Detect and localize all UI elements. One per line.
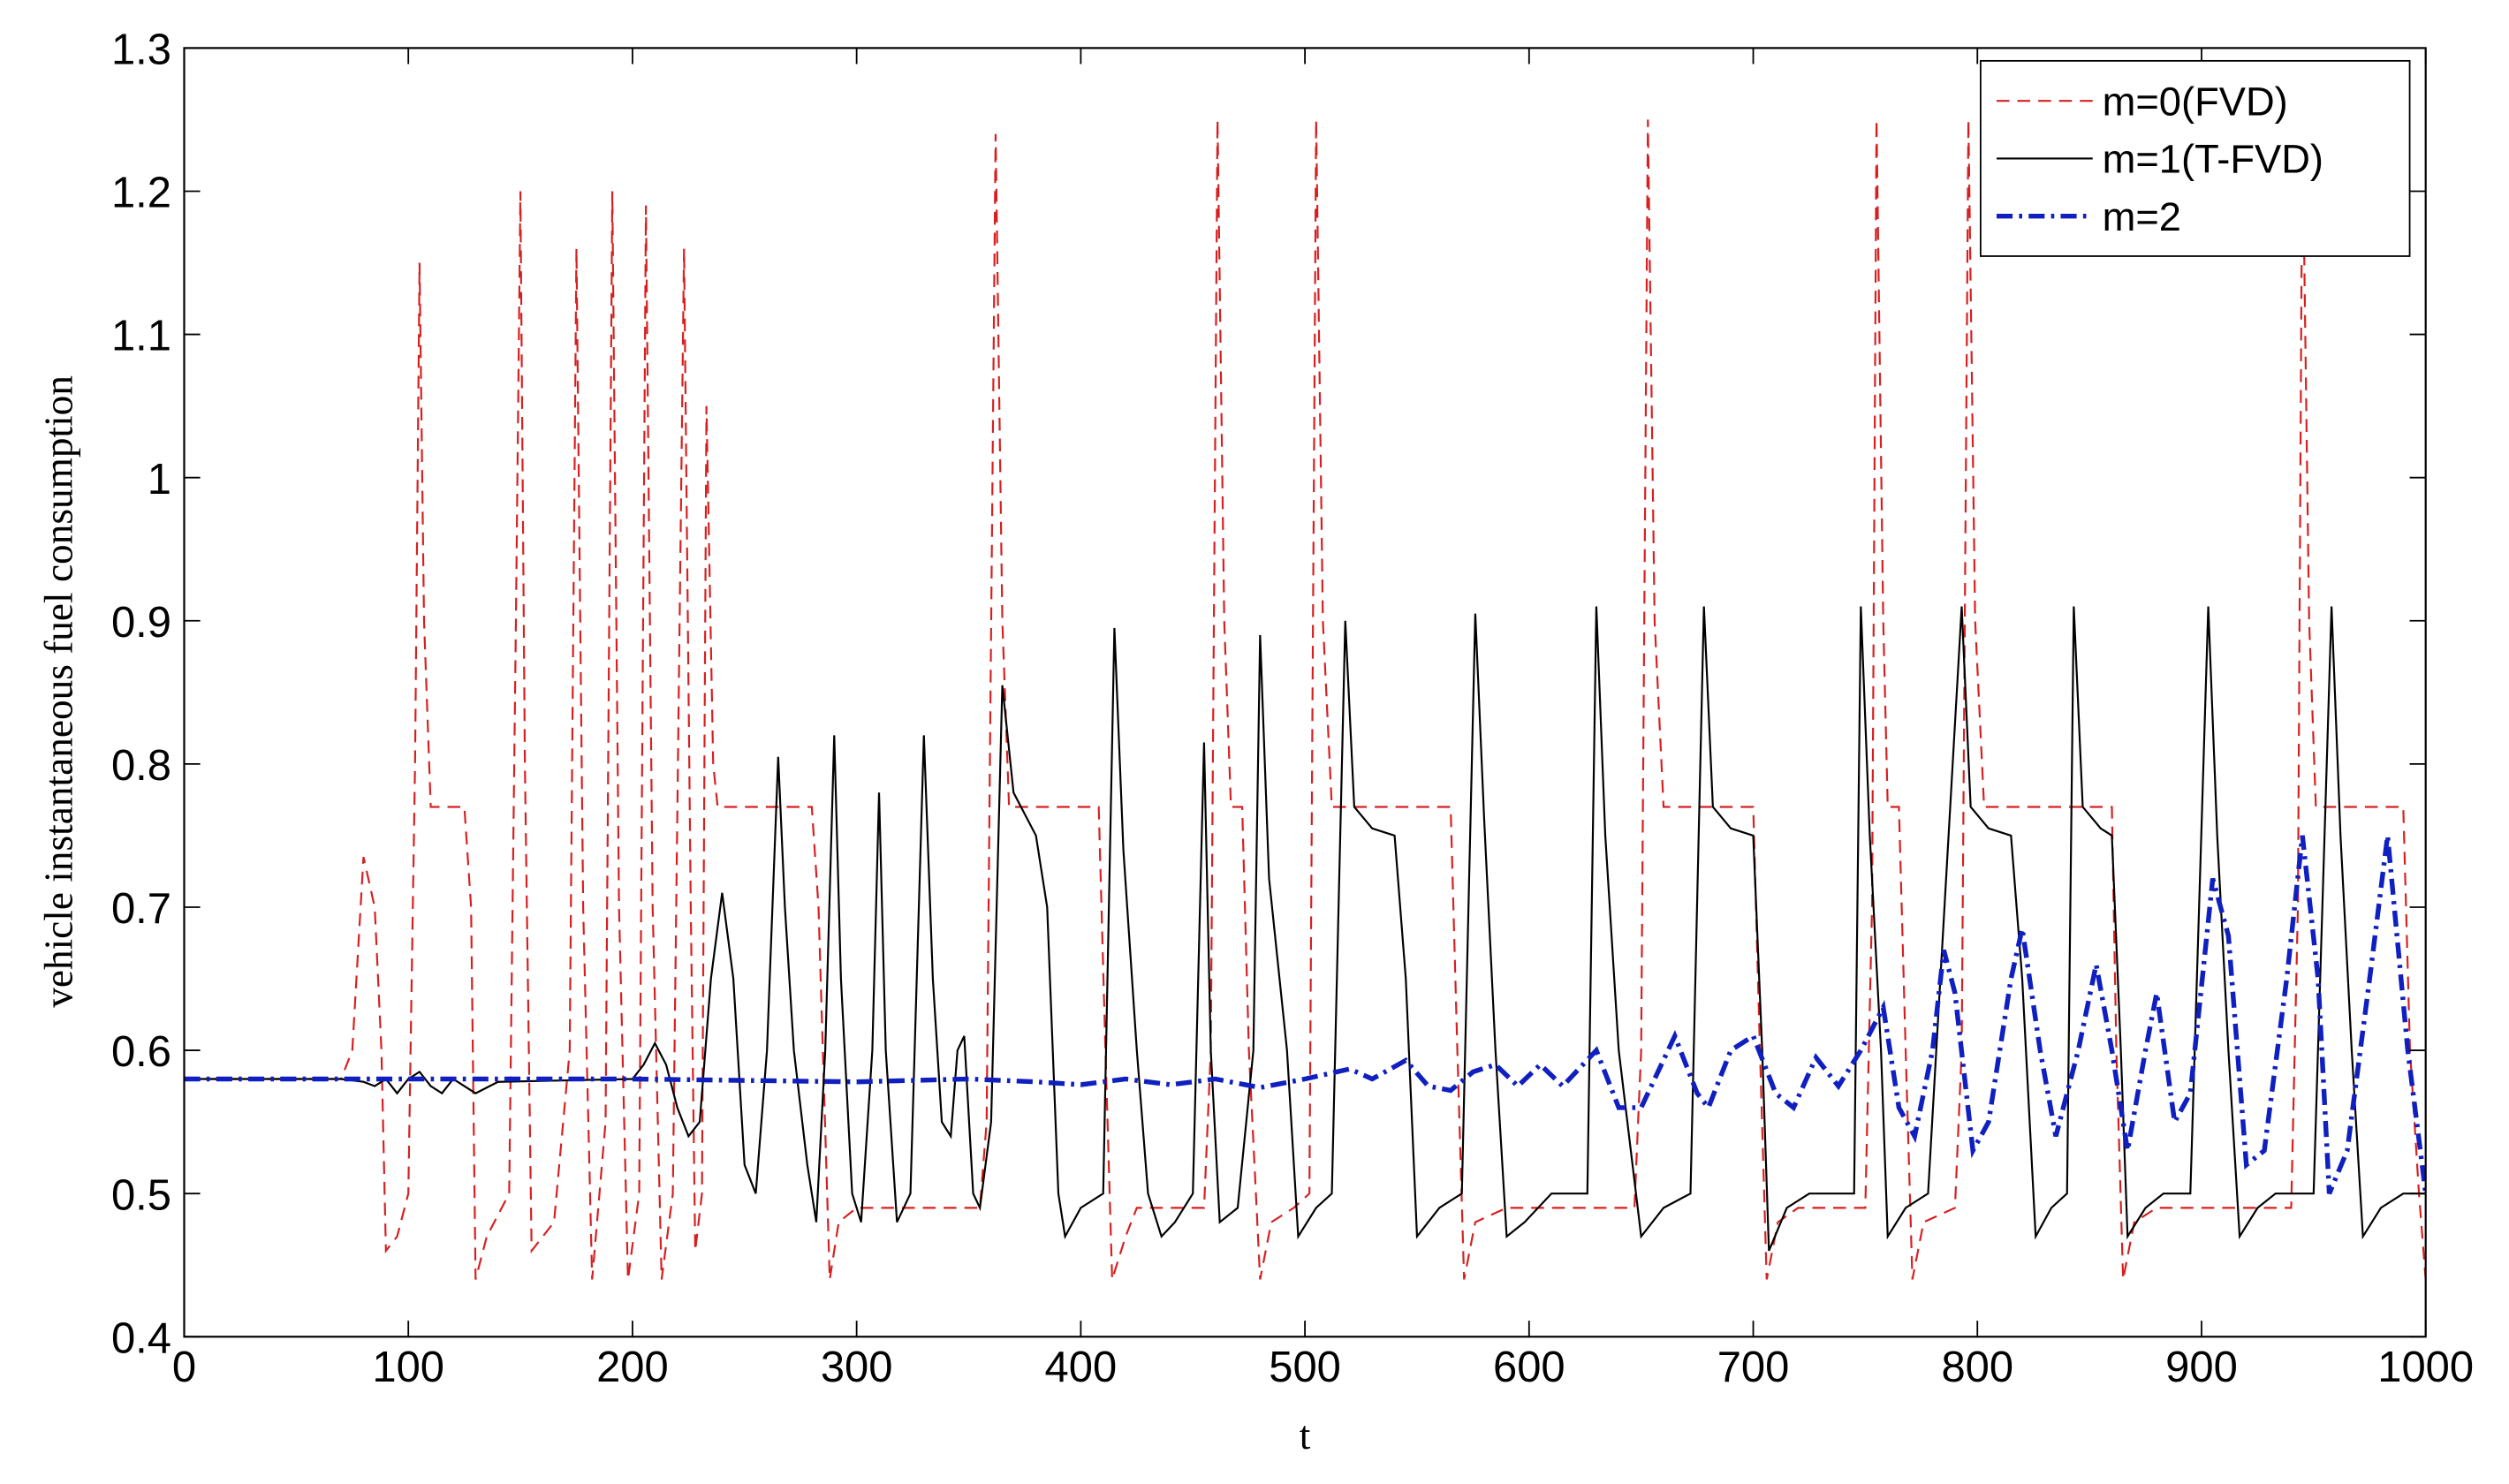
legend: m=0(FVD) m=1(T-FVD) m=2 (1979, 59, 2411, 257)
y-tick-label: 0.4 (111, 1314, 171, 1362)
x-tick-label: 900 (2165, 1344, 2238, 1391)
x-tick-label: 800 (1941, 1344, 2013, 1391)
legend-label: m=0(FVD) (2103, 79, 2288, 124)
x-tick-label: 600 (1493, 1344, 1565, 1391)
x-tick-label: 200 (596, 1344, 669, 1391)
x-tick-label: 1000 (2377, 1344, 2474, 1391)
y-tick-label: 1.2 (111, 170, 171, 217)
legend-label: m=2 (2103, 194, 2181, 239)
y-tick-label: 0.9 (111, 599, 171, 647)
y-tick-label: 1 (148, 456, 171, 504)
x-tick-label: 400 (1045, 1344, 1118, 1391)
x-tick-label: 100 (372, 1344, 444, 1391)
series-line (184, 606, 2426, 1252)
x-axis-label: t (1300, 1413, 1311, 1458)
y-tick-label: 1.1 (111, 313, 171, 360)
y-axis-label: vehicle instantaneous fuel consumption (37, 375, 81, 1008)
legend-label: m=1(T-FVD) (2103, 137, 2323, 182)
y-tick-label: 0.5 (111, 1171, 171, 1219)
x-tick-label: 700 (1717, 1344, 1790, 1391)
y-tick-label: 1.3 (111, 26, 171, 73)
x-tick-label: 0 (172, 1344, 196, 1391)
series-line (184, 835, 2426, 1195)
y-tick-label: 0.6 (111, 1028, 171, 1076)
axes-box (183, 47, 2427, 1338)
plot-area (184, 119, 2426, 1280)
y-tick-label: 0.8 (111, 742, 171, 790)
x-tick-label: 500 (1269, 1344, 1341, 1391)
x-tick-label: 300 (821, 1344, 893, 1391)
series-line (184, 119, 2426, 1280)
y-tick-label: 0.7 (111, 885, 171, 933)
